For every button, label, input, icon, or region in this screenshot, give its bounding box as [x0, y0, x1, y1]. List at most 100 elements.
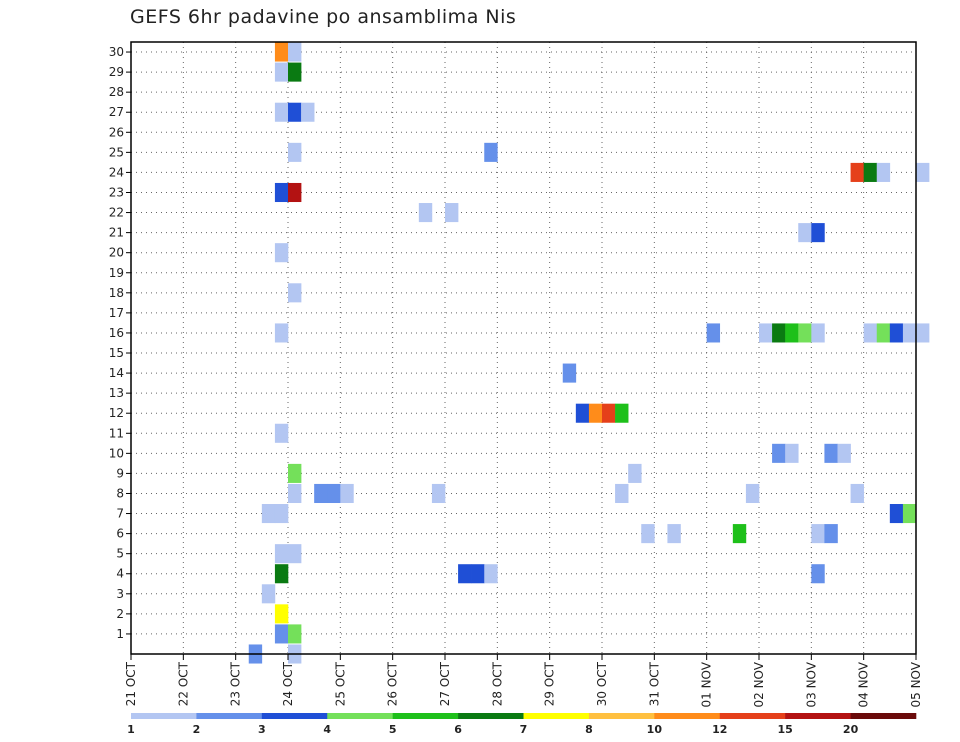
y-tick-label: 28 — [109, 85, 124, 99]
x-tick-label: 04 NOV — [857, 661, 871, 707]
precip-cell — [274, 604, 289, 624]
precip-cell — [615, 483, 629, 504]
colorbar-swatch — [261, 713, 328, 719]
precip-cell — [274, 323, 289, 343]
x-tick-label: 28 OCT — [490, 661, 504, 706]
precip-cell — [876, 162, 891, 182]
precip-cell — [484, 142, 498, 162]
precip-cell — [602, 403, 616, 423]
x-tick-label: 21 OCT — [124, 661, 138, 706]
precip-cell — [732, 524, 747, 544]
y-tick-label: 29 — [109, 65, 124, 79]
colorbar-swatch — [196, 713, 263, 719]
precip-cell — [785, 323, 799, 343]
precip-cell — [288, 102, 302, 122]
y-tick-label: 15 — [109, 346, 124, 360]
x-tick-label: 01 NOV — [700, 661, 714, 707]
precip-cell — [588, 403, 603, 423]
colorbar-label: 3 — [258, 723, 266, 736]
colorbar-swatch — [850, 713, 917, 719]
precip-cell — [706, 323, 721, 343]
colorbar-label: 6 — [454, 723, 462, 736]
x-tick-label: 22 OCT — [176, 661, 190, 706]
precip-cell — [288, 62, 302, 82]
precip-cell — [850, 162, 864, 182]
y-tick-label: 8 — [116, 486, 124, 500]
y-tick-label: 30 — [109, 45, 124, 59]
precip-cell — [824, 524, 838, 544]
precip-cell — [445, 203, 459, 223]
precip-cell — [340, 483, 354, 504]
y-tick-label: 3 — [116, 587, 124, 601]
y-tick-label: 17 — [109, 306, 124, 320]
precip-cell — [798, 223, 812, 243]
precip-cell — [615, 403, 629, 423]
colorbar-swatch — [588, 713, 655, 719]
y-tick-label: 25 — [109, 145, 124, 159]
precip-cell — [261, 504, 276, 524]
y-tick-label: 16 — [109, 326, 124, 340]
precip-cell — [863, 323, 878, 343]
precip-cell — [288, 283, 302, 303]
plot-frame — [130, 41, 917, 655]
precip-cell — [916, 323, 930, 343]
precip-cell — [889, 504, 904, 524]
y-tick-label: 18 — [109, 286, 124, 300]
precip-cell — [745, 483, 760, 504]
x-tick-label: 05 NOV — [909, 661, 923, 707]
precip-cell — [562, 363, 577, 383]
x-tick-label: 30 OCT — [595, 661, 609, 706]
precip-cell — [288, 142, 302, 162]
precip-cell — [274, 42, 289, 62]
precip-cell — [772, 323, 786, 343]
precip-cell — [863, 162, 878, 182]
y-tick-label: 20 — [109, 246, 124, 260]
y-tick-label: 10 — [109, 446, 124, 460]
y-tick-label: 1 — [116, 627, 124, 641]
precip-cell — [274, 182, 289, 203]
x-tick-label: 27 OCT — [438, 661, 452, 706]
precip-cell — [274, 564, 289, 584]
precip-cell — [274, 243, 289, 263]
precip-cell — [418, 203, 433, 223]
precip-cell — [314, 483, 328, 504]
data-cells — [248, 42, 930, 664]
precip-cell — [484, 564, 498, 584]
colorbar-label: 5 — [389, 723, 397, 736]
precip-cell — [785, 443, 799, 463]
precip-cell — [824, 443, 838, 463]
precip-cell — [288, 463, 302, 483]
y-tick-label: 2 — [116, 607, 124, 621]
precip-cell — [261, 584, 276, 604]
precip-cell — [916, 162, 930, 182]
precip-cell — [274, 423, 289, 443]
x-tick-label: 23 OCT — [229, 661, 243, 706]
y-tick-label: 19 — [109, 266, 124, 280]
y-tick-label: 7 — [116, 507, 124, 521]
colorbar-swatch — [523, 713, 590, 719]
precip-cell — [575, 403, 590, 423]
colorbar-label: 1 — [127, 723, 135, 736]
y-tick-label: 21 — [109, 226, 124, 240]
precip-cell — [811, 564, 825, 584]
precip-cell — [798, 323, 812, 343]
precip-cell — [850, 483, 864, 504]
precip-cell — [274, 624, 289, 644]
colorbar-label: 7 — [520, 723, 528, 736]
precip-cell — [772, 443, 786, 463]
precip-cell — [837, 443, 851, 463]
precip-cell — [288, 544, 302, 564]
precip-cell — [288, 182, 302, 203]
colorbar-label: 12 — [712, 723, 727, 736]
y-tick-label: 9 — [116, 466, 124, 480]
y-axis: 1234567891011121314151617181920212223242… — [109, 45, 131, 641]
precip-cell — [902, 504, 917, 524]
grid-lines — [131, 42, 916, 654]
precip-cell — [431, 483, 446, 504]
x-tick-label: 31 OCT — [647, 661, 661, 706]
y-tick-label: 13 — [109, 386, 124, 400]
colorbar-label: 20 — [843, 723, 859, 736]
colorbar-label: 10 — [647, 723, 663, 736]
y-tick-label: 26 — [109, 125, 124, 139]
